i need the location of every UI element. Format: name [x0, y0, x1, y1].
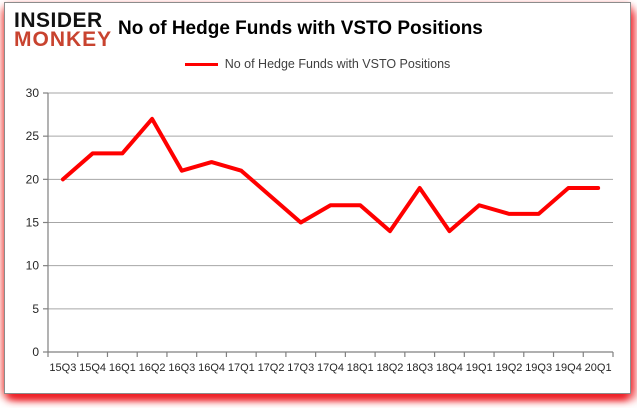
legend: No of Hedge Funds with VSTO Positions: [5, 57, 630, 71]
x-axis-label: 18Q3: [406, 362, 433, 374]
y-axis-label: 15: [26, 216, 40, 230]
y-axis-label: 25: [26, 129, 40, 143]
chart-plot: 0 5 10 15 20 25 30 15Q3 15Q4 16Q1 16Q2 16Q3 16Q4 17Q1…: [26, 86, 614, 374]
x-axis-label: 16Q3: [168, 362, 195, 374]
x-axis-label: 16Q1: [109, 362, 136, 374]
insider-monkey-logo: INSIDER MONKEY: [14, 9, 113, 52]
y-axis-label: 30: [26, 86, 40, 100]
y-axis-label: 5: [32, 302, 39, 316]
x-axis-label: 17Q4: [317, 362, 344, 374]
x-axis-label: 18Q4: [436, 362, 463, 374]
series-line-hedge-funds: [60, 116, 601, 234]
chart-panel: INSIDER MONKEY No of Hedge Funds with VS…: [4, 2, 631, 394]
legend-line-swatch: [184, 62, 218, 66]
y-axis-label: 0: [32, 345, 39, 359]
logo-insider-text: INSIDER: [14, 9, 103, 32]
x-axis-label: 15Q4: [79, 362, 106, 374]
y-axis-label: 20: [26, 172, 40, 186]
chart-title: No of Hedge Funds with VSTO Positions: [118, 18, 483, 39]
logo-monkey-text: MONKEY: [14, 28, 113, 52]
x-axis-label: 17Q3: [287, 362, 314, 374]
y-axis-label: 10: [26, 259, 40, 273]
x-axis-label: 18Q1: [347, 362, 374, 374]
x-axis-label: 18Q2: [377, 362, 404, 374]
x-axis-label: 16Q4: [198, 362, 225, 374]
x-axis-label: 20Q1: [585, 362, 612, 374]
x-axis-label: 16Q2: [139, 362, 166, 374]
x-axis-label: 19Q1: [466, 362, 493, 374]
x-axis-label: 17Q1: [228, 362, 255, 374]
x-axis-label: 19Q4: [555, 362, 582, 374]
x-axis-label: 17Q2: [258, 362, 285, 374]
x-axis-label: 19Q2: [495, 362, 522, 374]
x-axis-label: 19Q3: [525, 362, 552, 374]
x-axis-label: 15Q3: [49, 362, 76, 374]
legend-label: No of Hedge Funds with VSTO Positions: [224, 57, 451, 71]
